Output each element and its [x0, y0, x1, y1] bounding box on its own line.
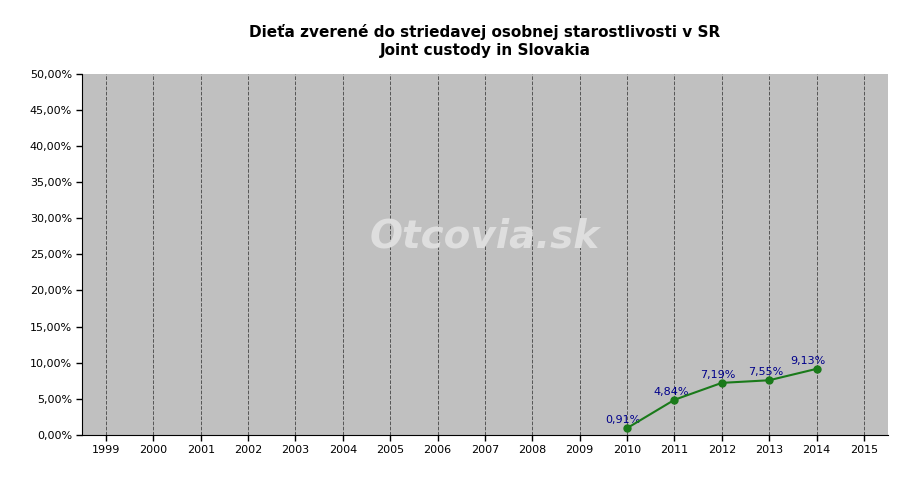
Text: Otcovia.sk: Otcovia.sk [370, 217, 600, 255]
Text: 7,19%: 7,19% [701, 370, 736, 380]
Text: 4,84%: 4,84% [653, 387, 689, 397]
Text: 7,55%: 7,55% [748, 367, 783, 377]
Text: 0,91%: 0,91% [606, 415, 641, 425]
Title: Dieťa zverené do striedavej osobnej starostlivosti v SR
Joint custody in Slovaki: Dieťa zverené do striedavej osobnej star… [249, 24, 721, 58]
Text: 9,13%: 9,13% [791, 356, 825, 366]
